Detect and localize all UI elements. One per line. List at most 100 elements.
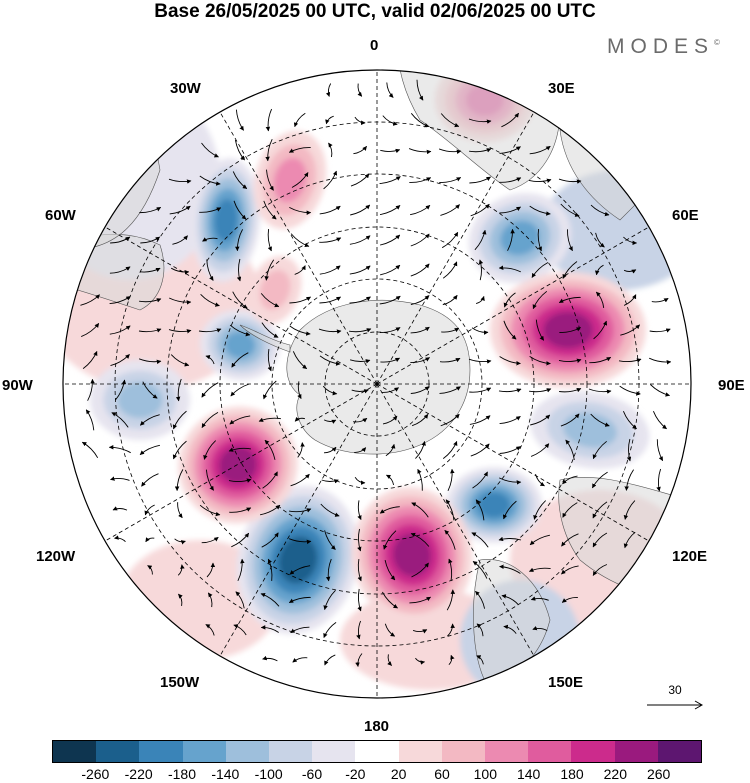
wind-arrow [503,292,516,308]
wind-arrow [262,380,277,400]
wind-arrow [320,503,340,517]
wind-arrow [649,328,671,333]
wind-arrow [656,468,662,492]
meridian-line [376,111,535,385]
colorbar-tick-label: -100 [254,766,283,782]
wind-arrow [410,113,430,128]
wind-arrow [592,564,608,576]
wind-arrow [290,473,310,487]
wind-arrow [177,502,183,519]
wind-arrow [380,148,401,154]
wind-arrow [469,387,492,393]
wind-arrow [535,473,545,487]
wind-arrow [357,500,362,521]
wind-arrow [410,357,430,363]
wind-arrow [354,476,366,485]
wind-arrow [199,175,221,186]
wind-arrow [200,293,220,307]
wind-arrow [590,204,610,217]
wind-arrow [349,265,371,275]
wind-arrow [108,444,131,454]
wind-arrow [288,538,312,545]
wind-arrow [439,177,462,183]
wind-arrow [147,565,153,575]
wind-arrow [325,83,332,97]
wind-arrow [237,558,245,581]
wind-arrow [349,235,371,245]
wind-arrow [383,530,397,550]
wind-arrow [110,236,131,244]
meridian-line [376,226,650,385]
wind-arrow [386,474,395,485]
wind-arrow [626,438,632,462]
wind-arrow [622,411,637,430]
wind-arrow [531,262,549,278]
colorbar [52,740,702,763]
anomaly-contour [278,536,318,584]
wind-arrow [594,264,604,276]
wind-arrow [565,439,575,461]
wind-arrow [440,413,460,427]
wind-arrow [229,507,252,513]
meridian-line [219,111,378,385]
colorbar-tick-label: 60 [434,766,450,782]
colorbar-tick-label: 260 [646,766,671,782]
lon-label-150e: 150E [548,674,584,691]
wind-arrow [199,207,222,213]
wind-arrow [350,204,371,216]
wind-arrow [529,356,551,366]
wind-arrow [501,112,519,128]
wind-arrow [409,177,432,183]
wind-arrow [379,295,401,305]
wind-arrow [80,294,100,306]
wind-arrow [590,413,610,427]
wind-arrow [537,229,542,252]
wind-arrow [562,502,578,518]
wind-arrow [169,205,191,215]
wind-arrow [382,115,398,126]
wind-arrow [319,355,341,366]
wind-arrow [535,319,545,341]
wind-arrow [356,620,362,640]
wind-arrow [110,476,130,481]
wind-arrow [561,565,579,575]
wind-arrow [292,657,308,663]
wind-arrow [139,414,160,426]
wind-arrow [533,500,547,520]
wind-arrow [232,171,248,189]
wind-arrow [262,471,278,489]
wind-arrow [140,236,161,244]
land-mass [286,300,471,455]
wind-arrow [230,383,250,397]
wind-arrow [499,446,521,454]
wind-arrow [139,267,161,273]
wind-arrow [319,265,341,275]
wind-arrow [290,233,310,248]
wind-arrow [323,170,338,190]
wind-arrow [170,354,190,367]
wind-arrow [532,626,548,632]
wind-arrow [384,560,396,581]
wind-arrow [350,173,370,187]
wind-arrow [447,468,455,491]
wind-arrow [561,597,578,603]
map-border [62,69,692,699]
wind-arrow [322,385,338,396]
wind-arrow [379,205,401,216]
wind-arrow [380,357,400,363]
wind-arrow [323,590,336,611]
wind-arrow [289,508,312,513]
wind-arrow [85,409,95,431]
wind-arrow [288,596,311,603]
wind-arrow [201,412,219,428]
anomaly-contour [477,491,511,519]
wind-arrow [229,324,251,337]
wind-arrow [114,535,126,543]
wind-arrow [206,562,216,578]
anomaly-contour [219,446,257,484]
wind-arrow [499,356,521,366]
wind-arrow [528,567,551,572]
wind-arrow [328,142,333,158]
meridian-line [104,383,378,542]
